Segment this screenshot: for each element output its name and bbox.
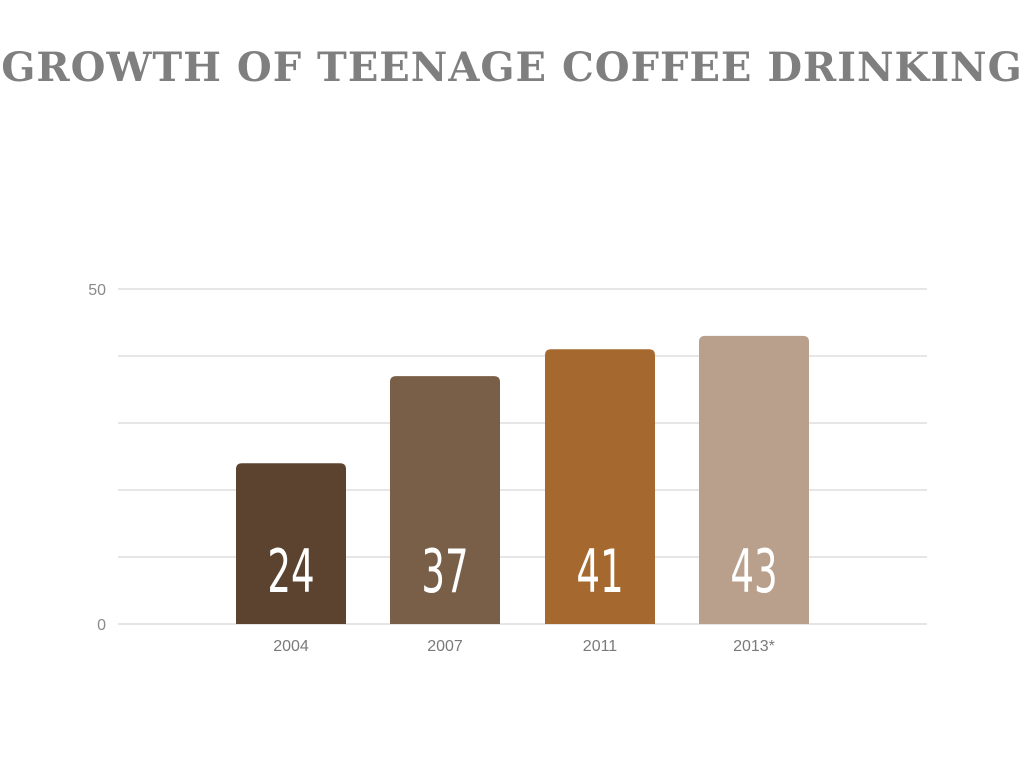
bar-2007: [390, 376, 500, 624]
x-tick-label: 2004: [273, 638, 309, 655]
x-tick-label: 2011: [583, 638, 618, 655]
x-tick-label: 2007: [427, 638, 463, 655]
bars: 24 37 41 43: [236, 335, 809, 624]
y-tick-label: 0: [97, 617, 106, 634]
x-axis-labels: 2004 2007 2011 2013*: [273, 638, 775, 655]
x-tick-label: 2013*: [733, 638, 775, 655]
chart-title: GROWTH OF TEENAGE COFFEE DRINKING: [1, 44, 1023, 91]
y-axis-ticks: 0 50: [88, 282, 106, 634]
data-label: 41: [576, 537, 623, 607]
data-label: 43: [730, 537, 777, 607]
y-tick-label: 50: [88, 282, 106, 299]
data-label: 37: [421, 537, 468, 607]
data-label: 24: [267, 537, 314, 607]
bar-2004: [236, 463, 346, 624]
bar-2011: [545, 349, 655, 624]
bar-2013: [699, 335, 809, 624]
